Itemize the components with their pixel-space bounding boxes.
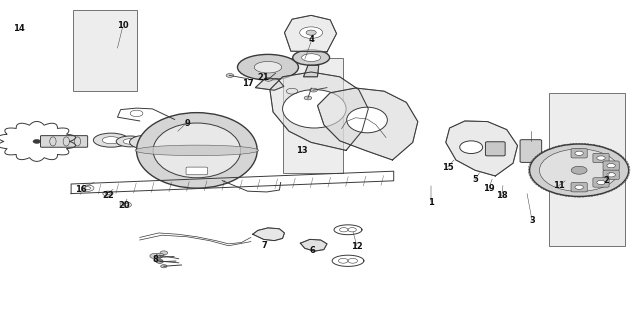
Circle shape [103,191,113,196]
Ellipse shape [102,137,120,144]
Circle shape [607,164,615,168]
Text: 12: 12 [351,242,363,251]
Text: 19: 19 [483,184,495,193]
Polygon shape [283,58,343,173]
Ellipse shape [138,139,156,146]
Polygon shape [255,79,284,90]
FancyBboxPatch shape [486,142,505,156]
Text: 13: 13 [297,146,308,155]
Text: 15: 15 [442,163,453,172]
Circle shape [597,180,605,185]
Circle shape [607,173,615,177]
Polygon shape [300,239,327,251]
Polygon shape [73,10,137,91]
Polygon shape [253,228,284,241]
Circle shape [226,74,234,77]
Polygon shape [270,72,368,150]
FancyBboxPatch shape [603,161,619,170]
Text: 16: 16 [76,185,87,194]
Ellipse shape [153,123,241,178]
Ellipse shape [130,135,165,149]
Ellipse shape [347,107,387,133]
Text: 1: 1 [427,198,434,207]
FancyBboxPatch shape [41,136,88,147]
Circle shape [155,256,161,259]
Text: 11: 11 [553,181,565,190]
Circle shape [160,251,168,255]
Ellipse shape [540,149,618,191]
FancyBboxPatch shape [520,140,542,162]
Circle shape [575,151,584,156]
Ellipse shape [123,139,137,144]
FancyBboxPatch shape [603,170,619,180]
Polygon shape [549,93,625,246]
Ellipse shape [293,50,330,65]
FancyBboxPatch shape [571,148,587,158]
Circle shape [156,259,163,263]
Circle shape [33,140,41,143]
Ellipse shape [237,54,298,80]
Text: 3: 3 [529,216,535,225]
Circle shape [300,27,323,38]
Ellipse shape [283,90,346,128]
Polygon shape [446,121,518,176]
Circle shape [120,202,131,208]
Circle shape [150,253,160,259]
Text: 10: 10 [117,21,128,30]
Circle shape [265,77,272,81]
Text: 5: 5 [472,175,478,184]
Circle shape [85,187,91,189]
Polygon shape [304,65,319,77]
Circle shape [156,253,164,257]
Circle shape [304,96,312,100]
Circle shape [157,260,163,263]
Text: 14: 14 [13,24,25,33]
Text: 2: 2 [603,176,610,185]
Ellipse shape [93,133,129,147]
Circle shape [597,156,605,160]
Ellipse shape [135,145,258,156]
Text: 18: 18 [496,191,507,200]
Ellipse shape [460,141,483,154]
FancyBboxPatch shape [571,182,587,192]
FancyBboxPatch shape [186,167,208,175]
Text: 8: 8 [152,255,158,264]
Text: 6: 6 [309,246,316,255]
Text: 4: 4 [308,36,314,44]
Circle shape [310,88,318,92]
Circle shape [123,204,128,206]
Circle shape [161,265,167,268]
Ellipse shape [116,136,144,147]
Circle shape [81,185,94,191]
Circle shape [575,185,584,189]
Text: 9: 9 [185,119,191,128]
Text: 21: 21 [258,73,269,82]
Polygon shape [318,88,418,160]
FancyBboxPatch shape [593,178,609,187]
Ellipse shape [137,113,257,188]
Text: 20: 20 [118,201,130,210]
Text: 17: 17 [242,79,253,88]
Circle shape [306,30,316,35]
Text: 22: 22 [102,191,114,200]
Ellipse shape [254,61,282,73]
Text: 7: 7 [262,241,268,250]
Ellipse shape [302,54,321,61]
Circle shape [105,192,110,195]
Polygon shape [284,15,337,52]
Ellipse shape [530,144,629,196]
Circle shape [572,166,587,174]
FancyBboxPatch shape [593,153,609,163]
